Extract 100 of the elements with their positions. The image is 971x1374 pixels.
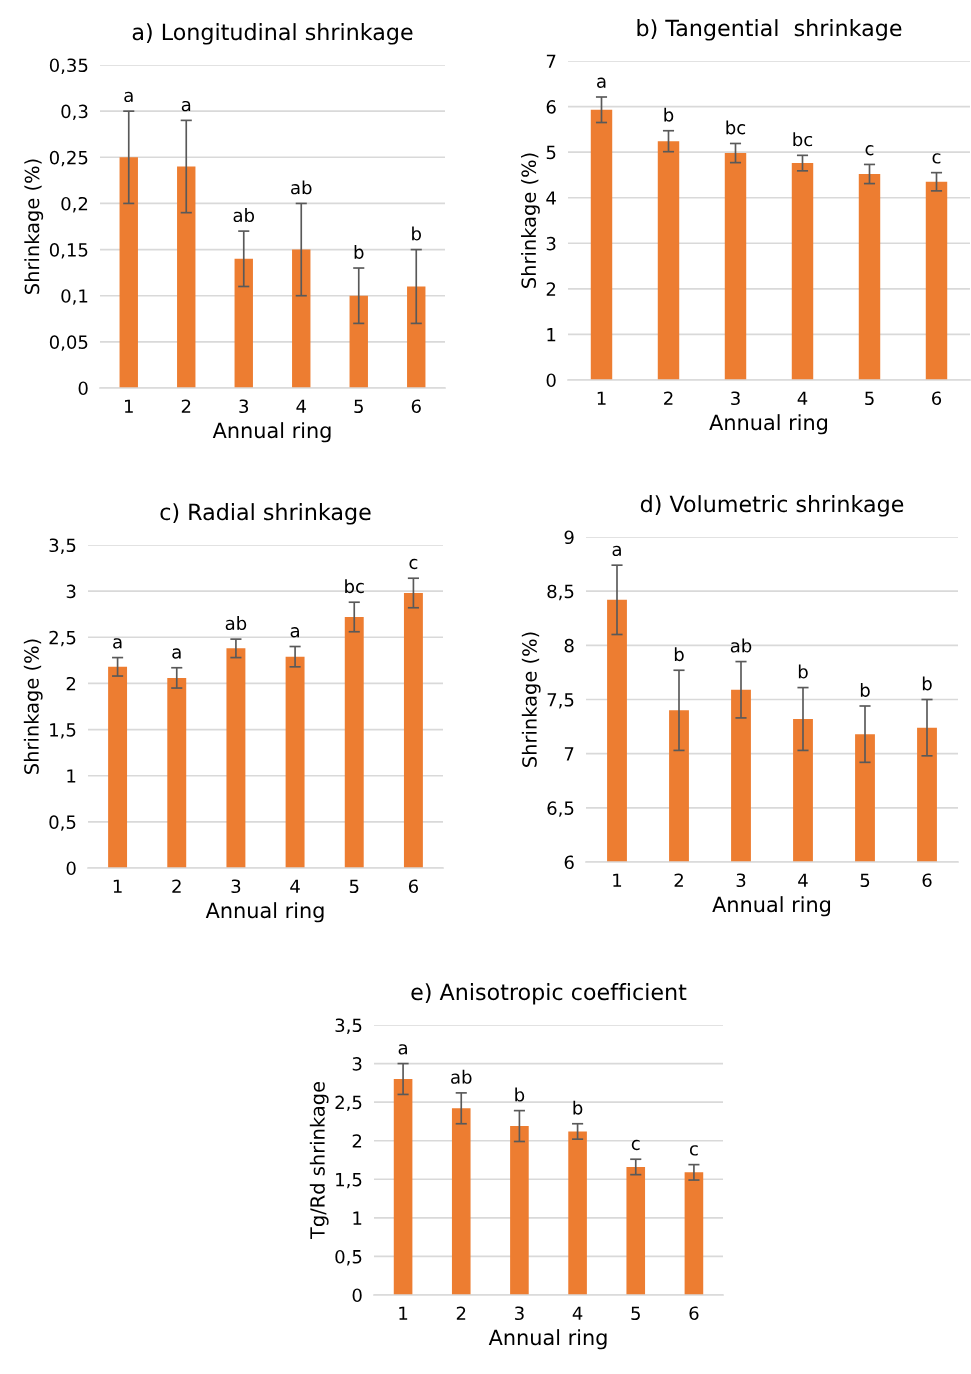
y-tick-label: 1 <box>67 769 76 783</box>
y-tick-label: 7 <box>564 747 574 761</box>
y-tick-label: 2 <box>352 1134 362 1148</box>
y-tick-label: 0 <box>66 861 76 876</box>
annotation: b <box>860 682 870 697</box>
bar <box>657 141 680 380</box>
bar <box>177 166 196 388</box>
y-tick-label: 0 <box>78 381 88 396</box>
x-axis-title: Annual ring <box>205 902 324 923</box>
bar <box>684 1172 704 1295</box>
annotation: a <box>398 1044 407 1055</box>
y-tick-label: 0 <box>546 373 556 388</box>
x-tick-label: 2 <box>664 391 673 405</box>
y-tick-label: 0 <box>352 1288 362 1303</box>
y-tick-label: 6 <box>564 855 574 870</box>
bar <box>407 286 426 388</box>
bar <box>403 592 423 868</box>
y-tick-label: 7,5 <box>547 693 574 709</box>
x-tick-label: 6 <box>689 1306 699 1321</box>
y-tick-label: 1 <box>547 328 556 342</box>
x-tick-label: 1 <box>124 399 133 413</box>
chart-title: b) Tangential shrinkage <box>637 19 902 41</box>
annotation: a <box>181 100 191 112</box>
bar <box>119 157 138 388</box>
annotation: b <box>674 647 684 662</box>
y-tick-label: 0,15 <box>49 243 88 259</box>
y-axis-title: Shrinkage (%) <box>521 153 540 288</box>
bar <box>167 677 187 868</box>
y-tick-label: 0,5 <box>49 815 76 831</box>
x-tick-label: 4 <box>797 391 808 405</box>
annotation: a <box>597 77 606 88</box>
x-tick-label: 2 <box>172 879 181 893</box>
y-tick-label: 1,5 <box>336 1172 362 1189</box>
x-tick-label: 3 <box>731 391 740 406</box>
y-tick-label: 3 <box>546 236 556 251</box>
x-tick-label: 2 <box>674 873 683 887</box>
y-tick-label: 0,2 <box>61 196 88 213</box>
y-tick-label: 0,1 <box>61 289 88 305</box>
bar <box>451 1108 471 1295</box>
annotation: b <box>354 245 364 259</box>
x-tick-label: 5 <box>860 873 870 888</box>
y-tick-label: 0,35 <box>49 58 88 74</box>
x-tick-label: 6 <box>922 873 932 888</box>
annotation: ab <box>291 180 312 195</box>
y-tick-label: 2 <box>546 282 556 296</box>
annotation: bc <box>726 120 746 135</box>
y-axis-title: Shrinkage (%) <box>23 639 43 774</box>
chart-title: e) Anisotropic coefficient <box>411 983 687 1005</box>
x-tick-label: 1 <box>613 873 622 887</box>
x-tick-label: 3 <box>231 879 241 894</box>
y-axis-title: Shrinkage (%) <box>24 159 44 294</box>
bar <box>724 153 747 380</box>
chart-title: a) Longitudinal shrinkage <box>132 23 413 45</box>
y-tick-label: 0,3 <box>61 104 88 121</box>
y-tick-label: 1 <box>353 1211 362 1225</box>
bar <box>626 1166 646 1295</box>
annotation: c <box>409 558 418 570</box>
y-tick-label: 7 <box>546 54 556 68</box>
y-tick-label: 4 <box>546 191 556 205</box>
bar <box>349 295 368 388</box>
annotation: ab <box>233 208 255 223</box>
annotation: a <box>113 638 122 649</box>
x-tick-label: 6 <box>408 879 419 894</box>
y-tick-label: 3,5 <box>49 538 76 554</box>
y-tick-label: 9 <box>564 530 574 545</box>
annotation: ab <box>225 616 247 631</box>
annotation: b <box>412 226 421 241</box>
y-tick-label: 0,5 <box>335 1249 362 1266</box>
annotation: a <box>172 648 181 659</box>
y-tick-label: 5 <box>546 145 556 160</box>
annotation: b <box>664 107 674 122</box>
chart-title: d) Volumetric shrinkage <box>640 495 904 517</box>
y-tick-label: 8,5 <box>547 584 574 601</box>
annotation: a <box>612 545 621 557</box>
annotation: b <box>798 664 808 679</box>
bar <box>393 1079 413 1295</box>
bar <box>510 1126 529 1295</box>
annotation: bc <box>793 132 813 147</box>
y-tick-label: 1,5 <box>50 723 76 739</box>
x-tick-label: 2 <box>181 399 191 413</box>
x-axis-title: Annual ring <box>212 422 331 443</box>
bar <box>791 163 814 380</box>
bar <box>925 181 948 380</box>
annotation: ab <box>451 1069 472 1084</box>
x-axis-title: Annual ring <box>712 896 831 917</box>
y-tick-label: 0,05 <box>49 335 88 351</box>
annotation: bc <box>345 579 364 594</box>
x-tick-label: 4 <box>798 873 808 887</box>
x-tick-label: 3 <box>515 1306 524 1321</box>
x-tick-label: 1 <box>113 879 122 893</box>
bar <box>108 666 128 868</box>
annotation: ab <box>730 638 752 653</box>
y-axis-title: Shrinkage (%) <box>521 632 541 767</box>
bar <box>226 648 246 868</box>
bar <box>344 616 364 868</box>
x-tick-label: 3 <box>736 873 746 888</box>
y-tick-label: 3,5 <box>335 1018 362 1034</box>
y-tick-label: 2,5 <box>335 1095 362 1112</box>
annotation: a <box>124 91 133 103</box>
y-tick-label: 2,5 <box>49 630 76 647</box>
